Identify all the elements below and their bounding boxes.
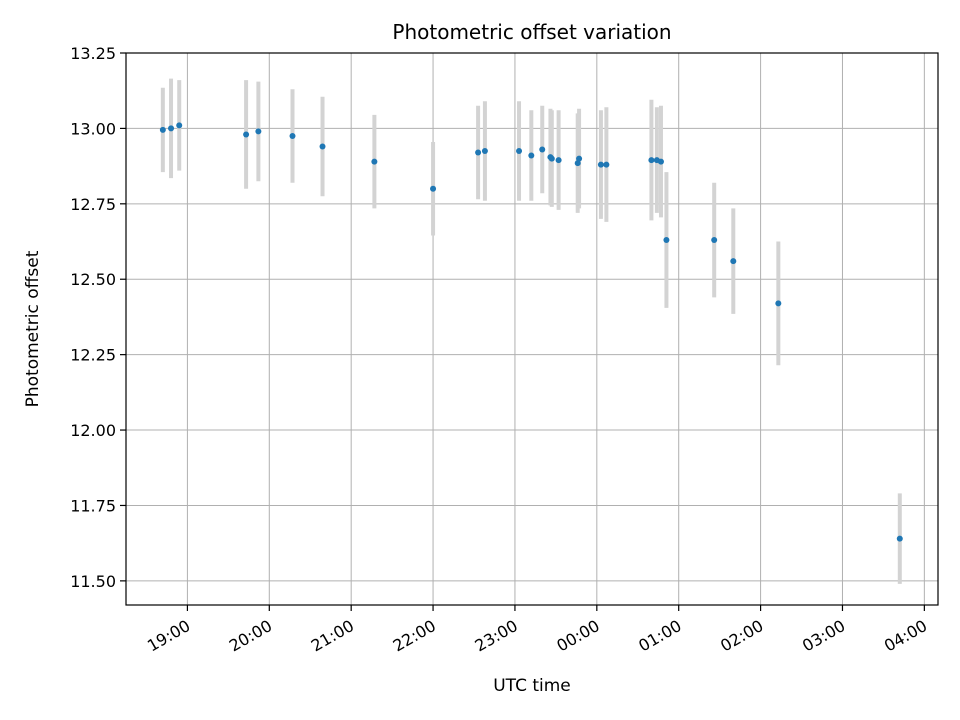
- y-tick-label: 11.75: [70, 496, 116, 515]
- data-point: [430, 185, 437, 192]
- data-point: [576, 155, 583, 162]
- data-point: [243, 131, 250, 138]
- data-point: [548, 155, 555, 162]
- grid-lines: [126, 52, 938, 605]
- data-point: [574, 160, 581, 167]
- data-point: [555, 157, 562, 164]
- data-point: [539, 146, 546, 153]
- chart-title: Photometric offset variation: [392, 20, 671, 44]
- y-tick-label: 12.00: [70, 421, 116, 440]
- data-point: [528, 152, 535, 159]
- data-point: [159, 126, 166, 133]
- data-points: [159, 122, 903, 542]
- y-tick-label: 13.25: [70, 44, 116, 63]
- data-point: [730, 258, 737, 265]
- data-point: [176, 122, 183, 129]
- data-point: [371, 158, 378, 165]
- data-point: [663, 237, 670, 244]
- data-point: [597, 161, 604, 168]
- y-tick-label: 12.25: [70, 346, 116, 365]
- y-tick-label: 13.00: [70, 119, 116, 138]
- data-point: [775, 300, 782, 307]
- data-point: [516, 148, 523, 155]
- y-axis-ticks: 11.50 11.75 12.00 12.25 12.50 12.75 13.00 13.25: [70, 44, 126, 591]
- data-point: [603, 161, 610, 168]
- y-tick-label: 12.50: [70, 270, 116, 289]
- data-point: [475, 149, 482, 156]
- data-point: [648, 157, 655, 164]
- data-point: [711, 237, 718, 244]
- y-axis-label: Photometric offset: [23, 250, 43, 407]
- data-point: [289, 132, 296, 139]
- x-axis-label: UTC time: [493, 676, 571, 696]
- data-point: [657, 158, 664, 165]
- data-point: [319, 143, 326, 150]
- data-point: [481, 148, 488, 155]
- y-tick-label: 12.75: [70, 195, 116, 214]
- y-tick-label: 11.50: [70, 572, 116, 591]
- plot-area-frame: [125, 52, 939, 606]
- data-point: [896, 535, 903, 542]
- data-point: [168, 125, 175, 132]
- data-point: [255, 128, 262, 135]
